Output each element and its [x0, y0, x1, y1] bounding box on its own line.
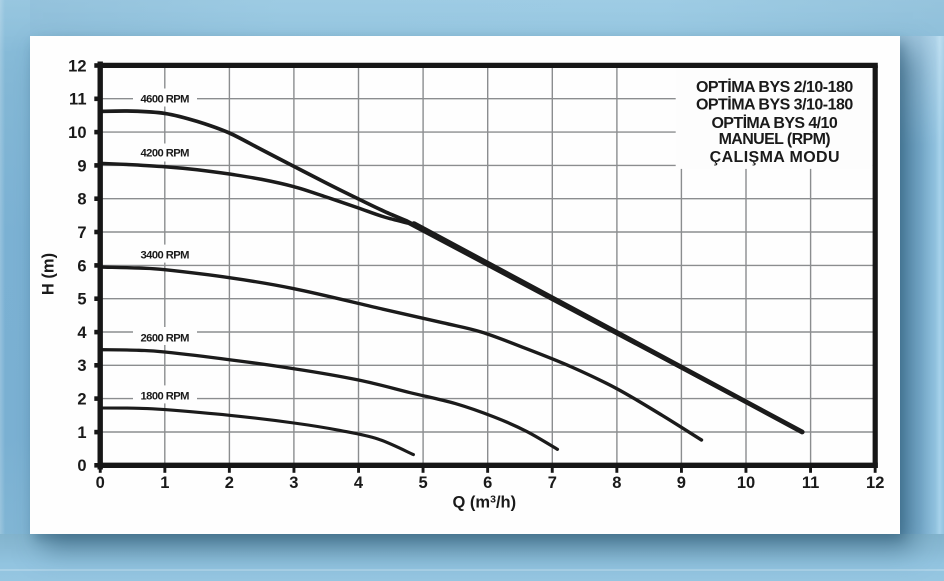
- svg-text:7: 7: [548, 474, 557, 492]
- svg-text:8: 8: [77, 191, 86, 209]
- svg-text:4600 RPM: 4600 RPM: [141, 94, 190, 106]
- svg-text:0: 0: [77, 457, 86, 475]
- svg-text:H (m): H (m): [40, 253, 58, 295]
- svg-text:5: 5: [77, 291, 86, 309]
- svg-text:12: 12: [68, 57, 86, 75]
- svg-text:10: 10: [737, 474, 755, 492]
- svg-text:1800 RPM: 1800 RPM: [141, 390, 190, 402]
- svg-text:OPTİMA BYS 3/10-180: OPTİMA BYS 3/10-180: [696, 96, 853, 114]
- svg-text:3: 3: [289, 474, 298, 492]
- svg-text:11: 11: [802, 474, 819, 492]
- svg-text:6: 6: [483, 474, 492, 492]
- svg-text:10: 10: [68, 124, 86, 142]
- svg-text:6: 6: [77, 257, 86, 275]
- svg-text:Q (m3/h): Q (m3/h): [453, 494, 517, 512]
- svg-text:0: 0: [96, 474, 105, 492]
- svg-text:11: 11: [69, 91, 86, 109]
- svg-text:OPTİMA BYS 4/10: OPTİMA BYS 4/10: [711, 114, 837, 132]
- svg-text:9: 9: [677, 474, 686, 492]
- svg-text:4: 4: [77, 324, 87, 342]
- svg-text:OPTİMA BYS 2/10-180: OPTİMA BYS 2/10-180: [696, 78, 853, 96]
- svg-text:2: 2: [77, 391, 86, 409]
- svg-text:8: 8: [612, 474, 621, 492]
- svg-text:9: 9: [77, 157, 86, 175]
- svg-text:2: 2: [225, 474, 234, 492]
- svg-text:12: 12: [866, 474, 884, 492]
- svg-text:MANUEL (RPM): MANUEL (RPM): [719, 131, 831, 148]
- svg-text:1: 1: [77, 424, 86, 442]
- svg-text:4200 RPM: 4200 RPM: [141, 147, 190, 159]
- svg-text:1: 1: [160, 474, 169, 492]
- svg-text:ÇALIŞMA MODU: ÇALIŞMA MODU: [710, 149, 840, 166]
- svg-text:7: 7: [77, 224, 86, 242]
- svg-text:4: 4: [354, 474, 364, 492]
- svg-text:5: 5: [419, 474, 428, 492]
- svg-text:2600 RPM: 2600 RPM: [141, 333, 190, 345]
- svg-text:3400 RPM: 3400 RPM: [141, 250, 190, 262]
- svg-text:3: 3: [77, 357, 86, 375]
